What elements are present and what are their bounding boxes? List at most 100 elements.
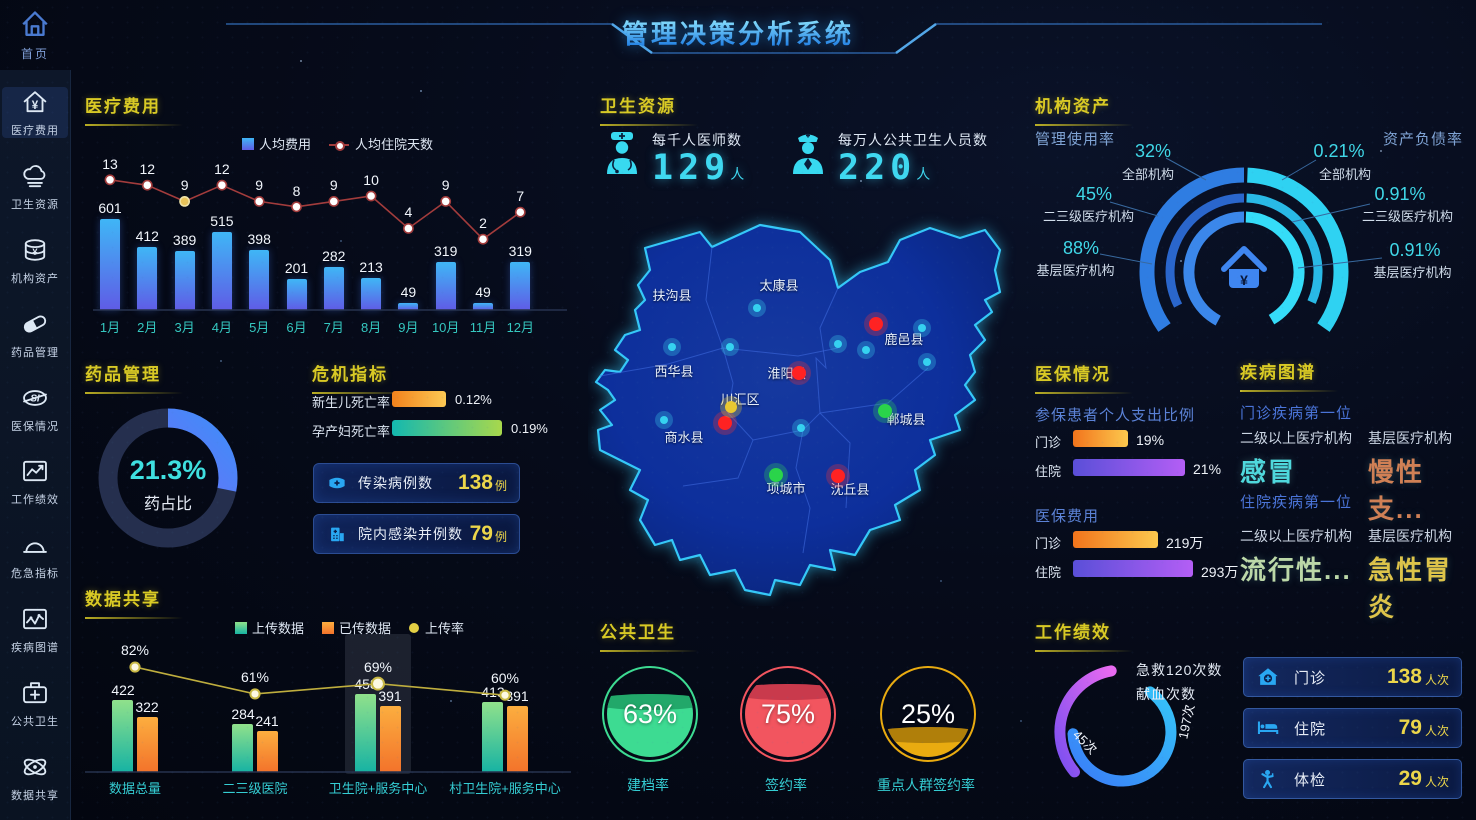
map-marker-red[interactable] xyxy=(718,416,732,430)
sidebar-item-home[interactable]: 首页 xyxy=(0,6,70,62)
crisis-bar xyxy=(392,391,446,407)
data-share-legend: 上传数据 已传数据 上传率 xyxy=(235,618,464,637)
sidebar-item-jibing-tupu[interactable]: 疾病图谱 xyxy=(2,604,68,655)
expense-bar[interactable] xyxy=(323,267,344,310)
liquid-percent: 25% xyxy=(900,698,956,729)
expense-bar-value: 601 xyxy=(98,199,122,216)
pulse-chart-icon xyxy=(23,608,47,630)
map-marker-green[interactable] xyxy=(769,468,783,482)
section-title-crisis: 危机指标 xyxy=(312,360,410,394)
upload-bar[interactable] xyxy=(482,701,503,772)
sidebar-nav: ¥ 医疗费用卫生资源 ¥ 机构资产药品管理 SI 医保情况 工作绩效危急指标疾病图谱公共卫生… xyxy=(0,70,71,820)
expense-bar[interactable] xyxy=(435,261,456,310)
expense-line-value: 2 xyxy=(479,215,487,232)
transferred-bar[interactable] xyxy=(380,705,401,772)
map-marker-cyan[interactable] xyxy=(862,346,870,354)
expense-bar[interactable] xyxy=(249,249,270,310)
atlas-column-header: 二级以上医疗机构 xyxy=(1240,528,1352,544)
map-marker-green[interactable] xyxy=(878,404,892,418)
nurse-icon xyxy=(788,128,828,185)
expense-bar[interactable] xyxy=(100,218,120,310)
map-marker-yellow[interactable] xyxy=(725,401,737,413)
expense-bar[interactable] xyxy=(174,250,195,310)
expense-bar-value: 319 xyxy=(434,242,458,259)
sidebar-item-weiji-zhibiao[interactable]: 危急指标 xyxy=(2,530,68,581)
region-map[interactable]: 扶沟县 太康县 西华县 淮阳县 川汇区 商水县 鹿邑县 郸城县 项城市 沈丘县 xyxy=(588,208,1018,606)
map-marker-cyan[interactable] xyxy=(726,343,734,351)
expense-bar-value: 389 xyxy=(172,231,197,248)
transferred-bar[interactable] xyxy=(507,705,528,772)
sidebar-item-label: 机构资产 xyxy=(11,272,59,285)
data-share-chart[interactable]: 422 322 数据总量 284 241 二三级医院 458 391 卫生院+服务中心 413 39… xyxy=(85,632,575,802)
org-right-value: 0.21% xyxy=(1313,141,1365,161)
expense-line-dot xyxy=(179,196,190,207)
expense-bar[interactable] xyxy=(510,261,531,310)
expense-bar[interactable] xyxy=(473,302,493,310)
sidebar-item-label: 公共卫生 xyxy=(11,715,59,728)
expense-bar[interactable] xyxy=(137,247,158,310)
rate-value: 82% xyxy=(120,642,150,659)
legend-transferred-item: 已传数据 xyxy=(322,618,391,637)
performance-card-value: 79 xyxy=(1398,716,1422,739)
sidebar-item-yibao-qingkuang[interactable]: SI 医保情况 xyxy=(2,383,68,434)
expense-bar-value: 515 xyxy=(210,212,234,229)
sidebar-item-label: 医保情况 xyxy=(11,420,59,433)
crisis-card-value: 138 xyxy=(457,471,493,494)
cloud-icon xyxy=(23,165,46,188)
map-marker-cyan[interactable] xyxy=(918,324,926,332)
crisis-bar-value: 0.19% xyxy=(511,421,548,436)
medical-expense-chart[interactable]: 601 1月 412 2月 389 3月 515 4月 398 5月 201 6月 282 7月 213 8月… xyxy=(85,150,575,342)
map-marker-red[interactable] xyxy=(792,366,806,380)
performance-card-unit: 人次 xyxy=(1424,724,1449,738)
svg-text:¥: ¥ xyxy=(1240,272,1248,288)
share-category-label: 二三级医院 xyxy=(222,781,288,796)
map-marker-cyan[interactable] xyxy=(797,424,805,432)
sidebar-item-gonggong-weisheng[interactable]: 公共卫生 xyxy=(2,678,68,729)
insurance-group-label: 医保费用 xyxy=(1035,508,1100,525)
share-category-label: 卫生院+服务中心 xyxy=(328,781,428,796)
org-assets-ring-gauge[interactable]: ¥ xyxy=(1030,118,1460,380)
upload-bar[interactable] xyxy=(232,723,253,772)
header-decoration-lines xyxy=(226,22,1322,55)
org-right-value: 0.91% xyxy=(1389,240,1441,260)
share-line-layer xyxy=(85,661,571,773)
map-marker-red[interactable] xyxy=(831,469,845,483)
sidebar-item-weisheng-ziyuan[interactable]: 卫生资源 xyxy=(2,161,68,212)
map-marker-cyan[interactable] xyxy=(753,304,761,312)
atlas-disease-value: 流行性... xyxy=(1240,555,1352,585)
map-marker-cyan[interactable] xyxy=(660,416,668,424)
liquid-gauge-1: 63% xyxy=(602,666,698,762)
sidebar-item-gongzuo-jixiao[interactable]: 工作绩效 xyxy=(2,456,68,507)
transferred-bar[interactable] xyxy=(137,717,158,772)
performance-card-label: 住院 xyxy=(1294,720,1327,738)
hospital-icon xyxy=(326,523,348,545)
transferred-value: 391 xyxy=(378,687,402,704)
expense-bar[interactable] xyxy=(211,231,232,310)
drug-ratio-value: 21.3% xyxy=(129,455,207,485)
map-marker-red[interactable] xyxy=(869,317,883,331)
sidebar-item-jigou-zichan[interactable]: ¥ 机构资产 xyxy=(2,235,68,286)
map-marker-cyan[interactable] xyxy=(923,358,931,366)
map-marker-cyan[interactable] xyxy=(668,343,676,351)
expense-bar[interactable] xyxy=(398,302,419,310)
sidebar-item-yiliao-feiyong[interactable]: ¥ 医疗费用 xyxy=(2,87,68,139)
insurance-row-label: 住院 xyxy=(1035,464,1062,479)
map-marker-cyan[interactable] xyxy=(834,340,842,348)
upload-bar[interactable] xyxy=(112,700,133,772)
legend-rate-item: 上传率 xyxy=(409,618,464,637)
transferred-bar[interactable] xyxy=(257,731,278,772)
expense-line-value: 9 xyxy=(441,177,450,194)
atlas-group-label: 门诊疾病第一位 xyxy=(1240,405,1353,422)
expense-bar-value: 213 xyxy=(359,258,383,275)
sidebar-item-label: 疾病图谱 xyxy=(11,641,59,654)
expense-bar[interactable] xyxy=(361,277,382,310)
upload-bar[interactable] xyxy=(355,694,376,772)
liquid-wave xyxy=(745,683,831,700)
performance-gauge[interactable] xyxy=(1042,650,1212,815)
sidebar-item-shuju-gongxiang[interactable]: 数据共享 xyxy=(2,752,68,803)
insurance-bar xyxy=(1073,430,1128,447)
crisis-bar-label: 孕产妇死亡率 xyxy=(312,424,391,439)
expense-bar[interactable] xyxy=(286,279,307,310)
drug-ratio-donut-chart[interactable] xyxy=(88,398,248,558)
sidebar-item-yaopin-guanli[interactable]: 药品管理 xyxy=(2,309,68,360)
